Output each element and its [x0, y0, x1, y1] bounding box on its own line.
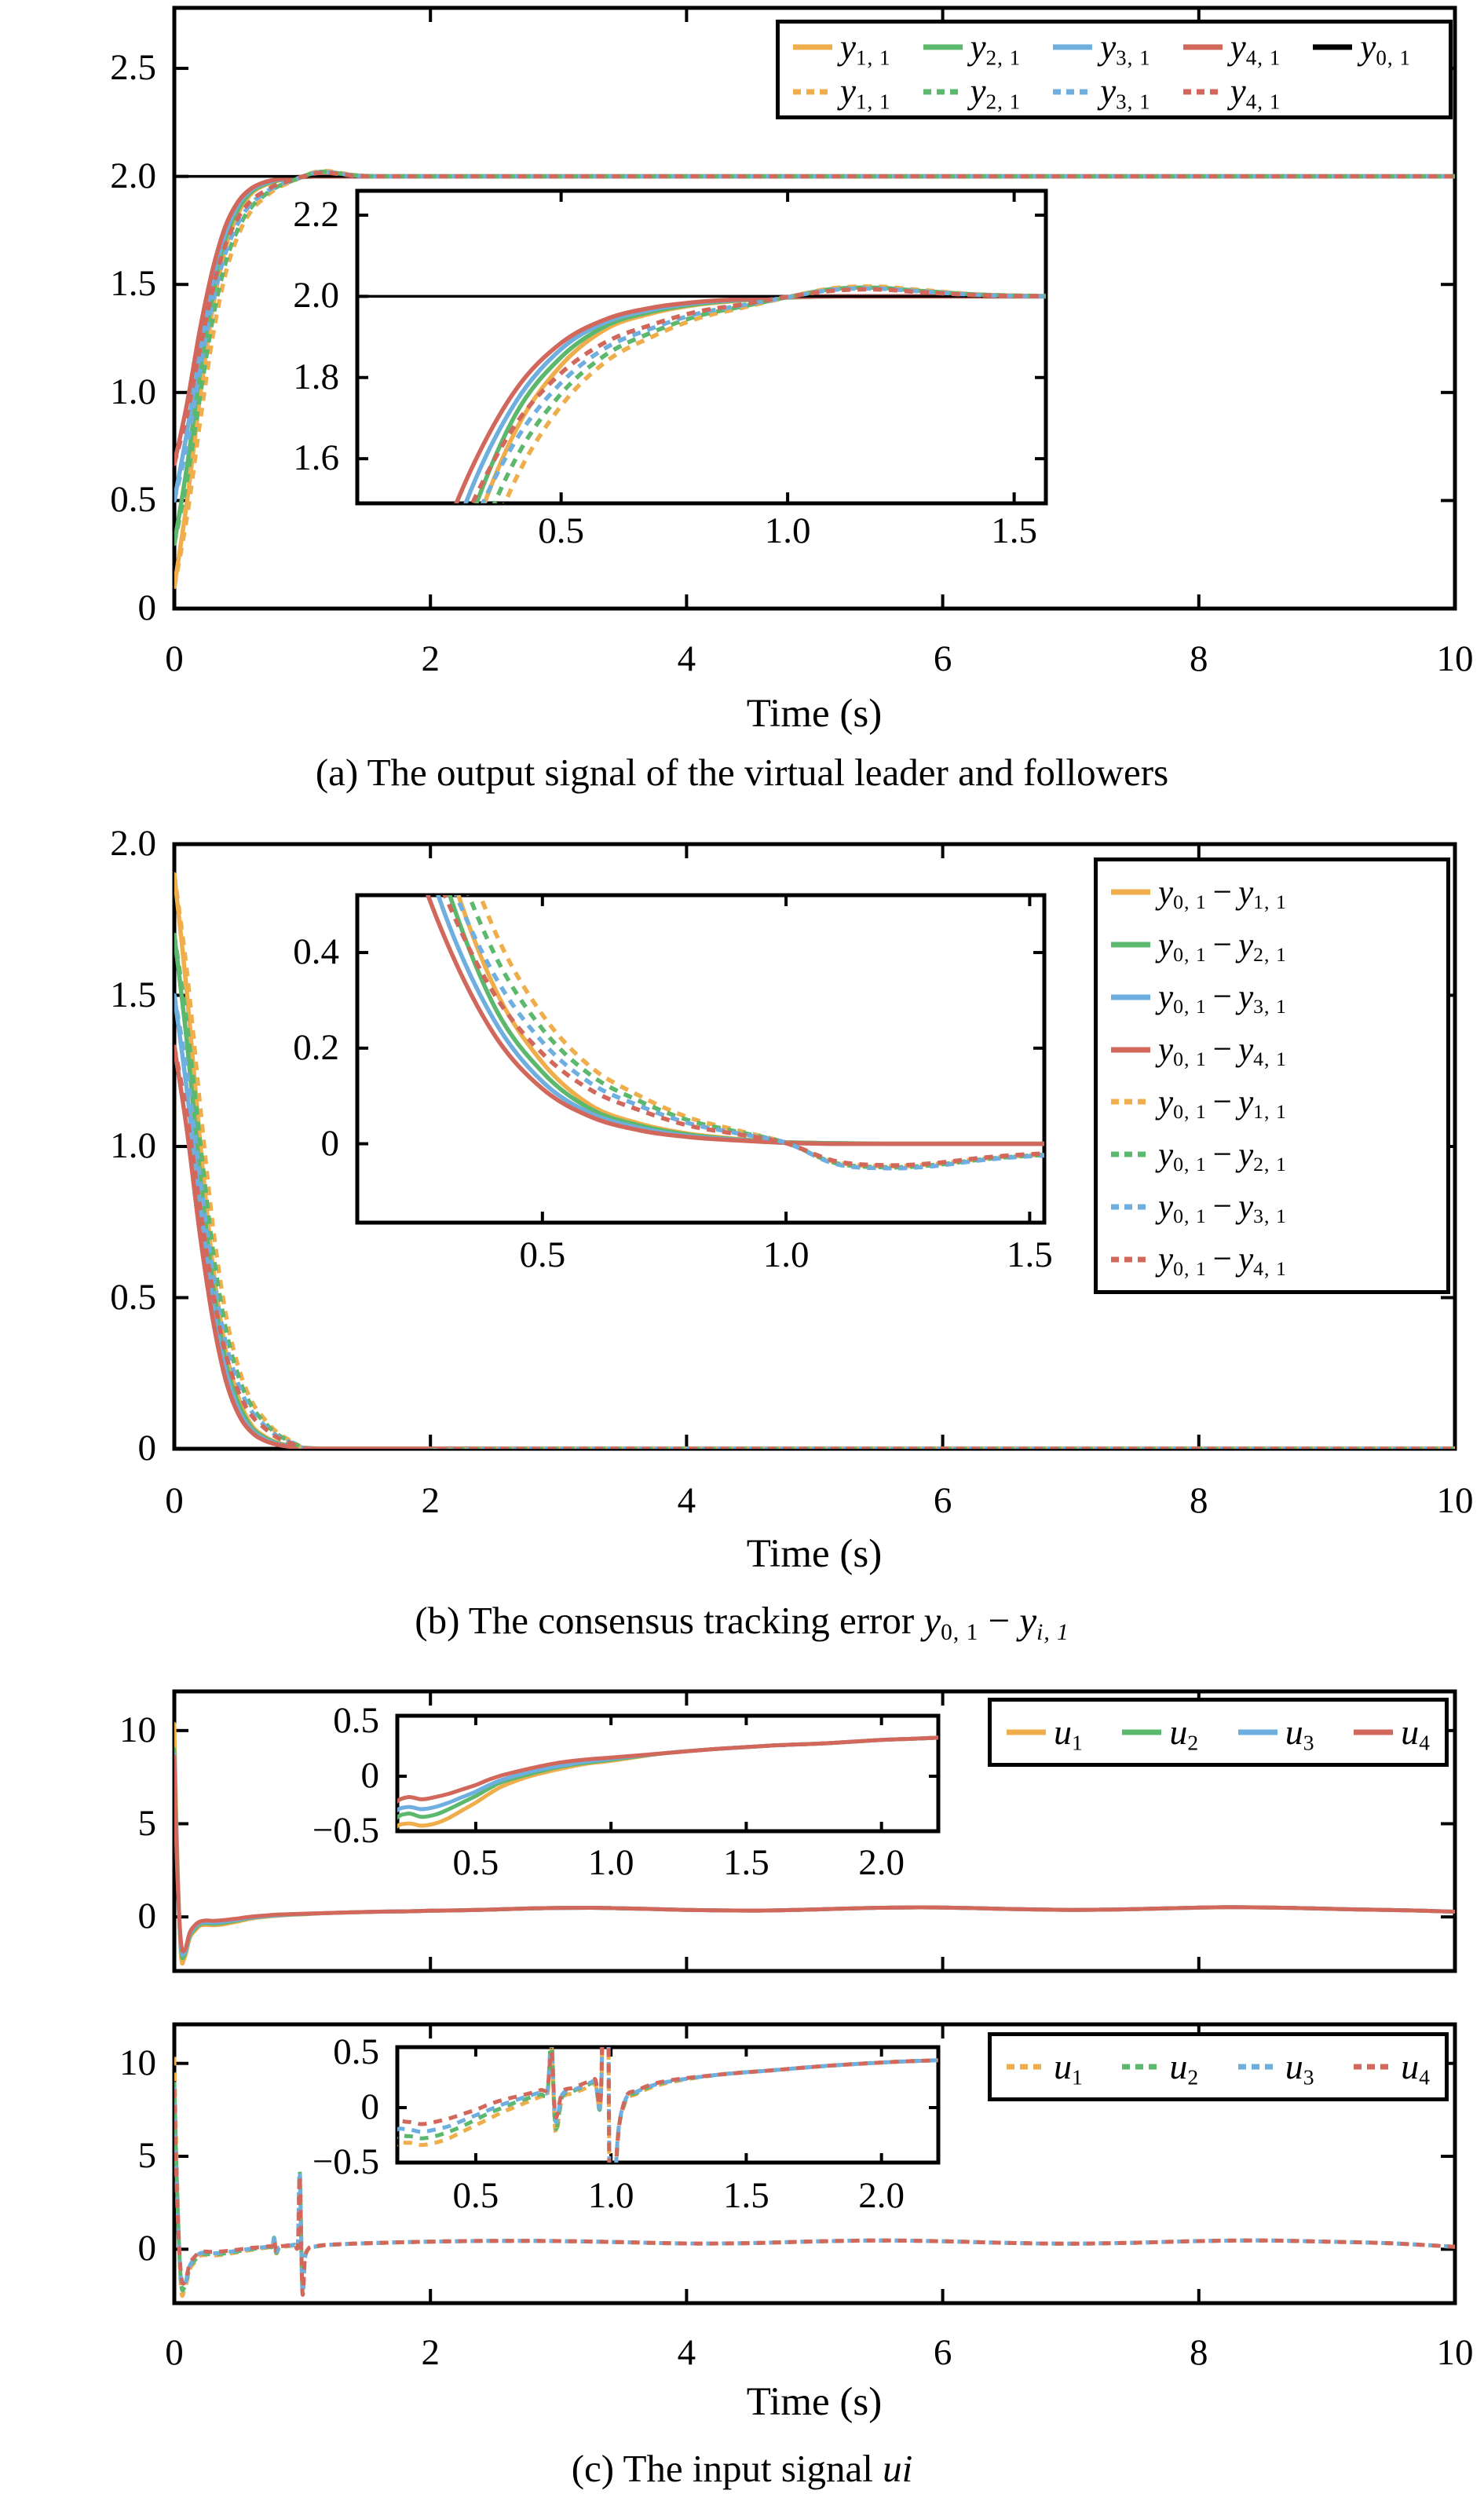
series-e41-solid [425, 895, 1044, 1146]
series-y31-solid [463, 294, 1046, 503]
axes-c1-inset [395, 1713, 941, 1834]
c1-main-series-group [174, 1722, 1455, 1965]
axes-b-inset [355, 893, 1047, 1225]
series-y21-dashed [174, 169, 1455, 544]
series-u3-dashed [397, 2047, 938, 2163]
series-e11-dashed [174, 874, 1455, 1449]
c1-inset-series-group [397, 1735, 938, 1829]
series-y41-dashed [174, 170, 1455, 465]
series-u2-dashed [397, 2047, 938, 2163]
series-e31-dashed [454, 895, 1044, 1171]
series-e31-solid [174, 993, 1455, 1449]
series-y21-solid [473, 294, 1046, 503]
series-u3-solid [397, 1735, 938, 1813]
b-main-series-group [174, 872, 1455, 1449]
b-inset-frame [355, 893, 1047, 1225]
c2-inset-series-group [397, 2047, 938, 2163]
series-u4-dashed [174, 2089, 1455, 2297]
series-e21-dashed [174, 934, 1455, 1449]
series-u4-solid [174, 1754, 1455, 1954]
series-u4-solid [397, 1735, 938, 1804]
axes-a-inset [355, 188, 1048, 506]
series-e41-solid [174, 1044, 1455, 1449]
c2-main-series-group [174, 2057, 1455, 2298]
series-e41-dashed [174, 1046, 1455, 1449]
c1-inset-frame [395, 1713, 941, 1834]
series-y41-solid [454, 294, 1046, 503]
a-inset-series-group [357, 284, 1046, 503]
series-e31-dashed [174, 995, 1455, 1449]
a-inset-frame [355, 188, 1048, 506]
series-e41-dashed [442, 895, 1044, 1168]
series-e21-dashed [466, 895, 1044, 1170]
a-main-series-group [174, 169, 1455, 590]
axes-c2-inset [395, 2045, 941, 2165]
series-e31-solid [436, 895, 1044, 1146]
b-inset-series-group [425, 895, 1044, 1171]
